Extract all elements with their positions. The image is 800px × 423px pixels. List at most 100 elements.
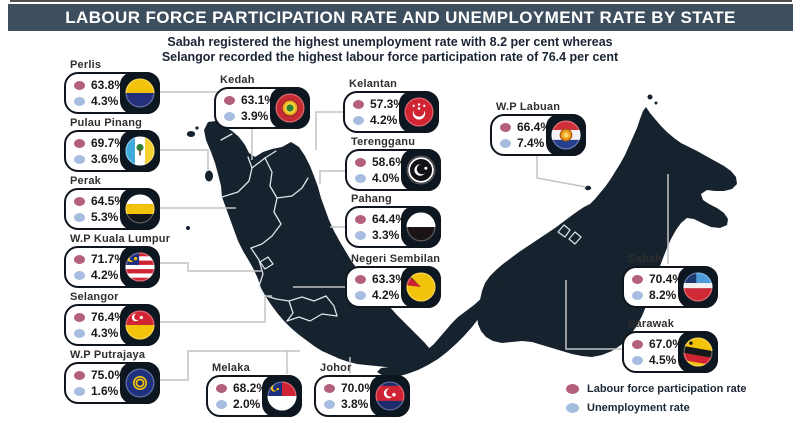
state-card-terengganu: Terengganu 58.6% 4.0% [345, 136, 441, 191]
unemployment-value: 4.2% [372, 288, 400, 302]
state-card-pulau-pinang: Pulau Pinang 69.7% 3.6% [64, 117, 160, 172]
unemployment-value: 2.0% [233, 397, 261, 411]
lfpr-value: 57.3% [370, 97, 405, 111]
state-card-negeri-sembilan: Negeri Sembilan 63.3% 4.2% [345, 253, 441, 308]
unemployment-value: 3.6% [91, 152, 119, 166]
flag-tile [370, 375, 410, 417]
subtitle: Sabah registered the highest unemploymen… [0, 35, 780, 65]
unemployment-value: 3.9% [241, 109, 269, 123]
state-name-label: Negeri Sembilan [351, 253, 441, 265]
lfpr-value: 67.0% [649, 337, 684, 351]
flag-tile [401, 149, 441, 191]
legend-item-lfpr: Labour force participation rate [566, 380, 747, 397]
terengganu-flag-icon [406, 155, 436, 185]
unemployment-dot [74, 154, 85, 164]
lfpr-value: 76.4% [91, 310, 126, 324]
unemployment-value: 1.6% [91, 384, 119, 398]
flag-tile [120, 304, 160, 346]
flag-tile [678, 266, 718, 308]
sabah-flag-icon [683, 272, 713, 302]
unemployment-value: 7.4% [517, 136, 545, 150]
lfpr-legend-label: Labour force participation rate [587, 382, 747, 395]
state-card-melaka: Melaka 68.2% 2.0% [206, 362, 302, 417]
selangor-flag-icon [125, 310, 155, 340]
unemployment-value: 4.2% [91, 268, 119, 282]
unemployment-value: 3.3% [372, 228, 400, 242]
flag-tile [120, 130, 160, 172]
unemployment-dot [355, 173, 366, 183]
lfpr-value: 69.7% [91, 136, 126, 150]
lfpr-value: 66.4% [517, 120, 552, 134]
state-card-labuan: W.P Labuan 66.4% 7.4% [490, 101, 586, 156]
unemployment-legend-label: Unemployment rate [587, 401, 690, 414]
flag-tile [546, 114, 586, 156]
unemployment-dot [355, 230, 366, 240]
state-card-sarawak: Sarawak 67.0% 4.5% [622, 318, 718, 373]
lfpr-value: 63.8% [91, 78, 126, 92]
flag-tile [120, 246, 160, 288]
flag-tile [678, 331, 718, 373]
johor-flag-icon [375, 381, 405, 411]
unemployment-dot [74, 212, 85, 222]
lfpr-dot [74, 312, 85, 322]
state-card-sabah: Sabah 70.4% 8.2% [622, 253, 718, 308]
lfpr-dot [74, 370, 85, 380]
lfpr-dot [224, 95, 235, 105]
unemployment-value: 4.5% [649, 353, 677, 367]
lfpr-dot [355, 214, 366, 224]
lfpr-dot [324, 383, 335, 393]
lfpr-dot [632, 274, 643, 284]
flag-tile [262, 375, 302, 417]
lfpr-dot [74, 138, 85, 148]
state-card-kuala-lumpur: W.P Kuala Lumpur 71.7% 4.2% [64, 233, 170, 288]
state-card-pahang: Pahang 64.4% 3.3% [345, 193, 441, 248]
flag-tile [401, 266, 441, 308]
top-border-line [10, 0, 792, 2]
state-name-label: Pulau Pinang [70, 117, 143, 129]
labuan-flag-icon [551, 120, 581, 150]
unemployment-value: 4.3% [91, 326, 119, 340]
unemployment-dot [500, 138, 511, 148]
lfpr-dot [74, 254, 85, 264]
legend-item-unemployment: Unemployment rate [566, 399, 747, 416]
unemployment-dot [74, 270, 85, 280]
unemployment-legend-dot [566, 402, 579, 413]
state-card-putrajaya: W.P Putrajaya 75.0% 1.6% [64, 349, 160, 404]
negeri-sembilan-flag-icon [406, 272, 436, 302]
borneo-islets [584, 94, 658, 191]
lfpr-value: 64.4% [372, 212, 407, 226]
unemployment-dot [353, 115, 364, 125]
unemployment-dot [74, 328, 85, 338]
state-name-label: Perlis [70, 59, 102, 71]
state-name-label: Terengganu [351, 136, 416, 148]
lfpr-dot [353, 99, 364, 109]
lfpr-legend-dot [566, 383, 579, 394]
flag-tile [399, 91, 439, 133]
state-card-kelantan: Kelantan 57.3% 4.2% [343, 78, 439, 133]
state-name-label: Kelantan [349, 78, 398, 90]
putrajaya-flag-icon [125, 368, 155, 398]
state-name-label: Selangor [70, 291, 119, 303]
subtitle-line1: Sabah registered the highest unemploymen… [167, 35, 613, 49]
page-title: LABOUR FORCE PARTICIPATION RATE AND UNEM… [65, 7, 736, 27]
unemployment-dot [74, 96, 85, 106]
state-name-label: Kedah [220, 74, 255, 86]
lfpr-value: 63.1% [241, 93, 276, 107]
lfpr-value: 64.5% [91, 194, 126, 208]
unemployment-dot [355, 290, 366, 300]
state-name-label: W.P Kuala Lumpur [70, 233, 171, 245]
unemployment-dot [632, 355, 643, 365]
lfpr-value: 75.0% [91, 368, 126, 382]
sarawak-flag-icon [683, 337, 713, 367]
flag-tile [120, 72, 160, 114]
lfpr-value: 70.4% [649, 272, 684, 286]
subtitle-line2: Selangor recorded the highest labour for… [161, 49, 619, 64]
state-card-kedah: Kedah 63.1% 3.9% [214, 74, 310, 129]
melaka-flag-icon [267, 381, 297, 411]
lfpr-dot [74, 80, 85, 90]
unemployment-value: 8.2% [649, 288, 677, 302]
page-title-bar: LABOUR FORCE PARTICIPATION RATE AND UNEM… [8, 4, 793, 31]
unemployment-value: 4.0% [372, 171, 400, 185]
unemployment-dot [74, 386, 85, 396]
state-card-perlis: Perlis 63.8% 4.3% [64, 59, 160, 114]
